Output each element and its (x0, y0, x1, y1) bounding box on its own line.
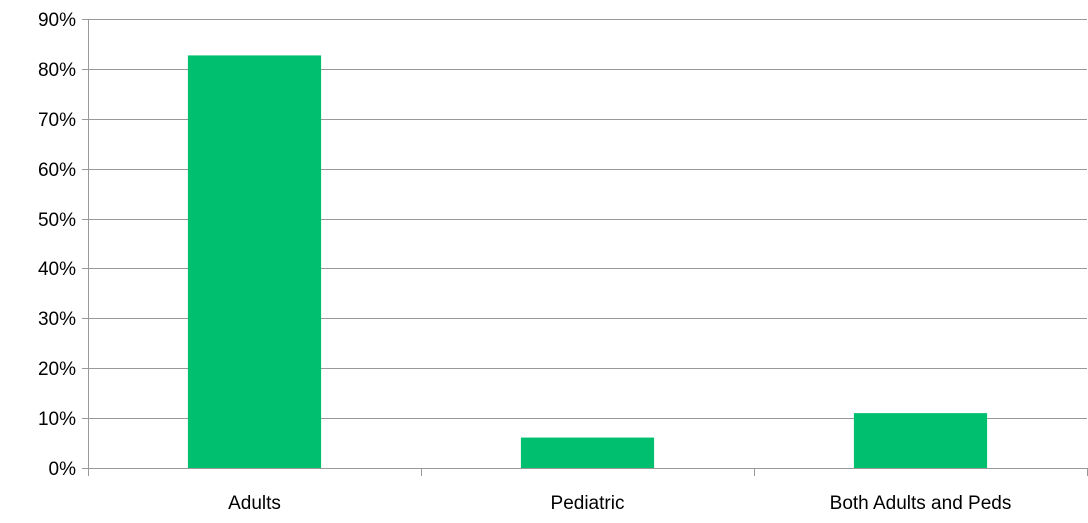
y-tick-label: 20% (38, 359, 76, 380)
y-tick-label: 90% (38, 10, 76, 31)
y-tick-label: 40% (38, 259, 76, 280)
y-tick-labels: 0% 10% 20% 30% 40% 50% 60% 70% 80% 90% (38, 10, 76, 480)
bar-pediatric (520, 437, 655, 468)
y-tick-label: 10% (38, 409, 76, 430)
bar-adults (187, 55, 322, 469)
bar-both-adults-and-peds (853, 413, 988, 468)
x-tick-label: Both Adults and Peds (830, 493, 1012, 514)
x-tick-labels: Adults Pediatric Both Adults and Peds (228, 493, 1011, 514)
y-tick-label: 80% (38, 60, 76, 81)
bars (187, 55, 988, 469)
y-tick-label: 50% (38, 210, 76, 231)
y-tick-label: 60% (38, 160, 76, 181)
y-tick-label: 70% (38, 110, 76, 131)
x-tick-label: Adults (228, 493, 281, 514)
x-tick-label: Pediatric (551, 493, 625, 514)
y-tick-label: 0% (49, 459, 77, 480)
y-tick-label: 30% (38, 309, 76, 330)
